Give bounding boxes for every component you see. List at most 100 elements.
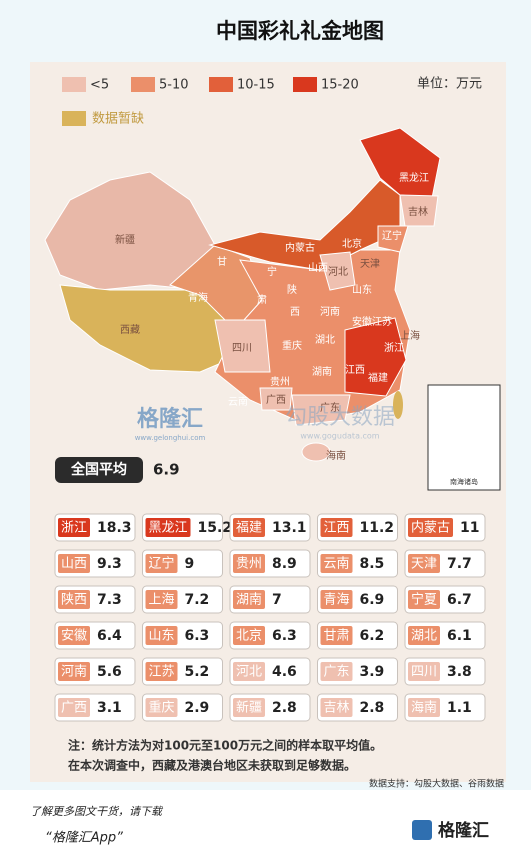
rank-value: 3.1 bbox=[97, 700, 122, 716]
region bbox=[377, 225, 409, 253]
rank-name: 广东 bbox=[324, 665, 350, 680]
region bbox=[344, 317, 407, 397]
rank-name: 辽宁 bbox=[149, 556, 175, 572]
rank-value: 3.8 bbox=[447, 664, 472, 680]
rank-value: 3.9 bbox=[360, 664, 385, 680]
region bbox=[399, 194, 439, 227]
map-label: 南海诸岛 bbox=[450, 477, 478, 486]
rank-name: 海南 bbox=[411, 700, 437, 716]
map-label: 西藏 bbox=[120, 324, 140, 336]
rank-badge bbox=[58, 554, 90, 573]
watermark-partner: 勾股大数据 bbox=[285, 405, 395, 430]
rank-badge bbox=[408, 554, 440, 573]
rank-value: 18.3 bbox=[97, 520, 132, 536]
watermark-url: www.gogudata.com bbox=[300, 432, 379, 441]
rank-badge bbox=[408, 698, 440, 717]
legend-swatch bbox=[62, 77, 86, 92]
rank-name: 青海 bbox=[324, 593, 350, 608]
map-label: 内蒙古 bbox=[285, 241, 315, 254]
map-label: 上海 bbox=[400, 329, 420, 342]
rank-value: 6.9 bbox=[360, 592, 385, 608]
rank-name: 湖南 bbox=[236, 592, 262, 608]
unit: 单位：万元 bbox=[417, 77, 482, 92]
map-label: 湖北 bbox=[315, 334, 335, 346]
rank-badge bbox=[233, 518, 265, 537]
map-label: 浙江 bbox=[384, 342, 404, 354]
rank-name: 重庆 bbox=[149, 700, 175, 716]
map-label: 江苏 bbox=[372, 315, 392, 328]
map-label: 河南 bbox=[320, 305, 340, 318]
map-label: 河北 bbox=[328, 266, 348, 278]
average-badge bbox=[55, 457, 143, 483]
map-label: 吉林 bbox=[408, 205, 428, 218]
rank-name: 湖北 bbox=[411, 629, 437, 644]
rank-badge bbox=[233, 662, 265, 681]
rank-name: 贵州 bbox=[236, 557, 262, 572]
region bbox=[393, 391, 403, 419]
map-label: 陕 bbox=[287, 283, 297, 296]
rank-name: 黑龙江 bbox=[149, 521, 188, 536]
rank-name: 安徽 bbox=[61, 629, 87, 644]
source: 数据支持：勾股大数据、谷雨数据 bbox=[369, 778, 504, 790]
map-label: 广西 bbox=[266, 394, 286, 406]
average-label: 全国平均 bbox=[70, 461, 127, 478]
region bbox=[301, 442, 331, 462]
rank-value: 8.9 bbox=[272, 556, 297, 572]
rank-name: 河北 bbox=[236, 665, 262, 680]
note: 注：统计方法为对100元至100万元之间的样本取平均值。 bbox=[68, 738, 382, 753]
rank-badge bbox=[320, 554, 353, 573]
map-label: 广东 bbox=[320, 401, 340, 414]
rank-value: 2.8 bbox=[360, 700, 385, 716]
rank-value: 4.6 bbox=[272, 664, 297, 680]
rank-name: 宁夏 bbox=[411, 592, 437, 608]
rank-value: 7 bbox=[272, 592, 282, 608]
map-label: 贵州 bbox=[270, 375, 290, 388]
map bbox=[44, 127, 501, 491]
legend-swatch bbox=[131, 77, 155, 92]
rank-value: 11.2 bbox=[360, 520, 395, 536]
rank-value: 7.3 bbox=[97, 592, 122, 608]
rank-name: 北京 bbox=[236, 629, 262, 644]
rank-value: 9.3 bbox=[97, 556, 122, 572]
rank-value: 15.2 bbox=[198, 520, 233, 536]
map-label: 四川 bbox=[232, 343, 252, 354]
rank-badge bbox=[58, 626, 90, 645]
rank-badge bbox=[145, 662, 178, 681]
rank-badge bbox=[145, 590, 178, 609]
rank-name: 甘肃 bbox=[324, 629, 350, 644]
map-label: 黑龙江 bbox=[399, 171, 429, 184]
rank-name: 广西 bbox=[61, 701, 87, 716]
rank-badge bbox=[408, 518, 453, 537]
rank-name: 江西 bbox=[324, 521, 350, 536]
rank-name: 山东 bbox=[149, 629, 175, 644]
app-name: “格隆汇App” bbox=[45, 831, 123, 846]
rank-name: 福建 bbox=[236, 521, 262, 536]
rank-badge bbox=[233, 590, 265, 609]
rank-value: 5.6 bbox=[97, 664, 122, 680]
rank-badge bbox=[320, 590, 353, 609]
promo: 了解更多图文干货，请下载 bbox=[30, 805, 164, 818]
map-label: 青海 bbox=[188, 291, 208, 304]
map-label: 海南 bbox=[326, 449, 346, 462]
rank-badge bbox=[408, 662, 440, 681]
title: 中国彩礼礼金地图 bbox=[216, 19, 384, 43]
rank-name: 上海 bbox=[149, 593, 175, 608]
region bbox=[214, 319, 271, 373]
rank-value: 6.2 bbox=[360, 628, 385, 644]
rank-name: 江苏 bbox=[149, 664, 175, 680]
rank-badge bbox=[320, 662, 353, 681]
legend-swatch bbox=[293, 77, 317, 92]
rank-value: 7.7 bbox=[447, 556, 472, 572]
legend-label: 数据暂缺 bbox=[92, 112, 144, 127]
map-label: 天津 bbox=[360, 258, 380, 270]
rank-value: 6.3 bbox=[272, 628, 297, 644]
rank-badge bbox=[58, 662, 90, 681]
rank-name: 吉林 bbox=[324, 701, 350, 716]
rank-badge bbox=[145, 518, 191, 537]
rank-badge bbox=[145, 626, 178, 645]
rank-value: 2.9 bbox=[185, 700, 210, 716]
rank-badge bbox=[408, 590, 440, 609]
rank-name: 天津 bbox=[411, 557, 437, 572]
map-label: 山西 bbox=[308, 262, 328, 274]
rank-badge bbox=[320, 626, 353, 645]
